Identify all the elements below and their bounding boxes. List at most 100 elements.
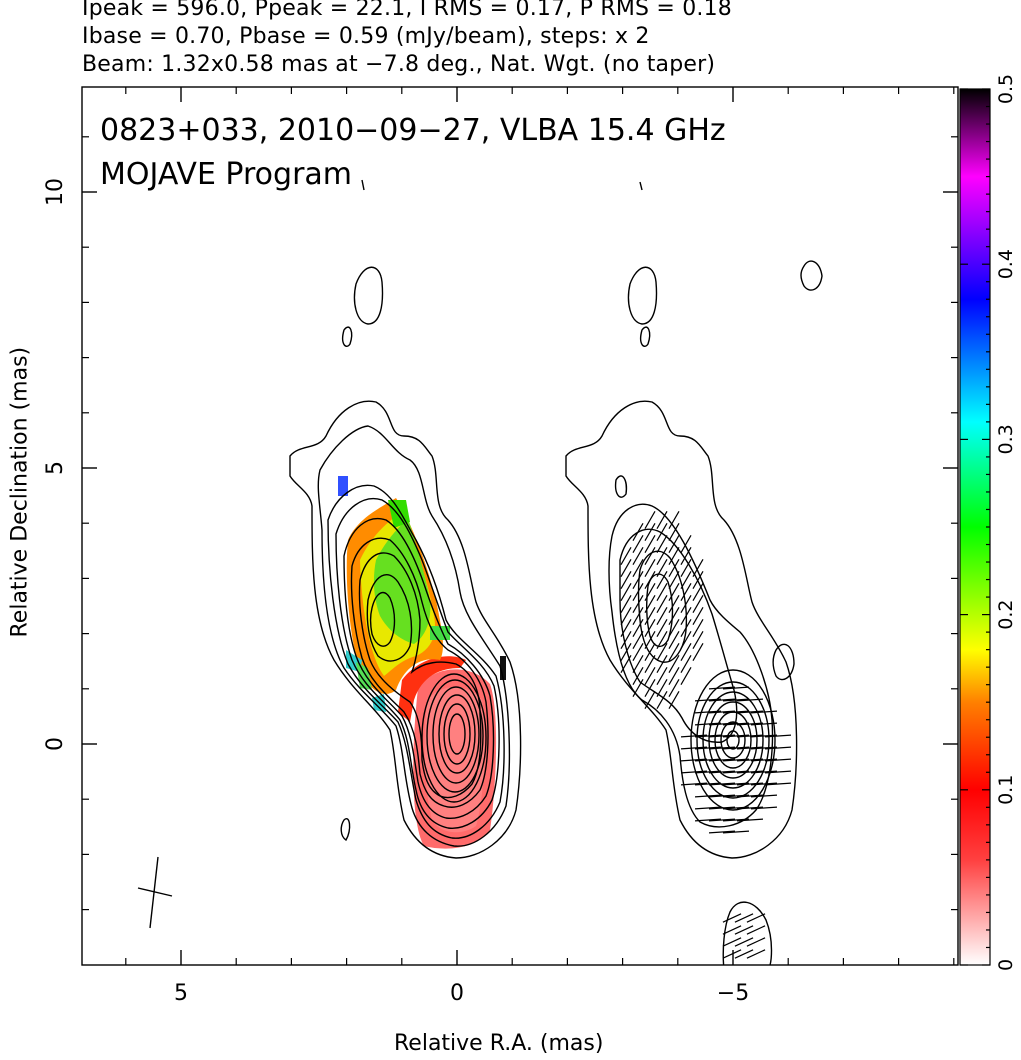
evpa-stick bbox=[722, 782, 750, 786]
evpa-stick bbox=[680, 770, 708, 774]
evpa-stick bbox=[736, 734, 764, 738]
evpa-stick bbox=[750, 758, 778, 762]
evpa-stick bbox=[734, 925, 754, 935]
evpa-stick bbox=[620, 583, 632, 601]
contours-right bbox=[565, 181, 823, 965]
contour-left-9 bbox=[369, 591, 396, 647]
evpa-stick bbox=[750, 806, 778, 810]
evpa-stick bbox=[668, 631, 680, 649]
contour-left-6 bbox=[350, 537, 489, 808]
contour-right-blob-corner bbox=[800, 260, 823, 291]
evpa-stick bbox=[644, 559, 656, 577]
evpa-stick bbox=[644, 535, 656, 553]
evpa-stick bbox=[668, 583, 680, 601]
evpa-stick bbox=[708, 818, 736, 822]
contour-right-core-6 bbox=[720, 721, 746, 759]
plot-title-line-1: 0823+033, 2010−09−27, VLBA 15.4 GHz bbox=[100, 113, 726, 148]
evpa-stick bbox=[668, 679, 680, 697]
evpa-stick bbox=[692, 631, 704, 649]
contour-right-2 bbox=[608, 503, 774, 828]
evpa-stick bbox=[668, 535, 680, 553]
evpa-stick bbox=[694, 758, 722, 762]
evpa-sticks bbox=[620, 511, 792, 959]
evpa-stick bbox=[680, 758, 708, 762]
colorbar-gradient bbox=[959, 88, 991, 966]
contour-left-outer bbox=[289, 400, 522, 859]
evpa-stick bbox=[694, 746, 722, 750]
contour-left-tick-top bbox=[361, 179, 365, 191]
evpa-stick bbox=[656, 547, 668, 565]
evpa-stick bbox=[692, 559, 704, 577]
evpa-stick bbox=[694, 698, 722, 702]
evpa-stick bbox=[736, 794, 764, 798]
evpa-stick bbox=[708, 830, 736, 834]
evpa-stick bbox=[708, 806, 736, 810]
evpa-stick bbox=[656, 679, 668, 697]
evpa-stick bbox=[620, 559, 632, 577]
evpa-stick bbox=[694, 710, 722, 714]
evpa-stick bbox=[632, 595, 644, 613]
evpa-stick bbox=[750, 794, 778, 798]
evpa-stick bbox=[692, 595, 704, 613]
evpa-stick bbox=[644, 511, 656, 529]
evpa-stick bbox=[722, 770, 750, 774]
pol-region-orange-lower bbox=[398, 656, 466, 722]
evpa-stick bbox=[656, 535, 668, 553]
evpa-stick bbox=[722, 937, 742, 947]
evpa-stick bbox=[680, 607, 692, 625]
evpa-stick bbox=[644, 523, 656, 541]
contour-left-5 bbox=[343, 518, 495, 819]
evpa-stick bbox=[632, 607, 644, 625]
colorbar-tick-label: 0 bbox=[995, 959, 1017, 971]
evpa-stick bbox=[668, 547, 680, 565]
evpa-stick bbox=[746, 925, 766, 935]
evpa-stick bbox=[620, 619, 632, 637]
contour-right-core-7 bbox=[726, 730, 740, 750]
evpa-stick bbox=[668, 571, 680, 589]
x-tick-label-m5: −5 bbox=[717, 981, 749, 1006]
colorbar-tick-label: 0.3 bbox=[995, 424, 1017, 454]
y-tick-label-0: 0 bbox=[43, 737, 68, 751]
contour-left-core-1 bbox=[421, 673, 487, 803]
evpa-stick bbox=[680, 631, 692, 649]
evpa-stick bbox=[668, 619, 680, 637]
evpa-stick bbox=[620, 655, 632, 673]
evpa-stick bbox=[668, 667, 680, 685]
evpa-stick bbox=[708, 782, 736, 786]
evpa-stick bbox=[656, 667, 668, 685]
evpa-stick bbox=[708, 722, 736, 726]
evpa-stick bbox=[668, 511, 680, 529]
evpa-stick bbox=[680, 655, 692, 673]
evpa-stick bbox=[692, 643, 704, 661]
contour-left-blob-low bbox=[340, 818, 351, 841]
header-line-1: Ipeak = 596.0, Ppeak = 22.1, I RMS = 0.1… bbox=[82, 0, 732, 21]
pol-region-blue bbox=[338, 476, 348, 496]
evpa-stick bbox=[644, 679, 656, 697]
pol-region-green-top bbox=[388, 500, 410, 528]
contours-left bbox=[289, 179, 522, 859]
evpa-stick bbox=[644, 691, 656, 709]
evpa-stick bbox=[708, 710, 736, 714]
evpa-stick bbox=[736, 782, 764, 786]
evpa-stick bbox=[620, 571, 632, 589]
evpa-stick bbox=[680, 643, 692, 661]
evpa-stick bbox=[656, 607, 668, 625]
evpa-stick bbox=[632, 559, 644, 577]
contour-right-blob-small bbox=[639, 326, 651, 347]
contour-left-core-2 bbox=[426, 679, 484, 793]
contour-left-blob-top bbox=[353, 266, 384, 325]
evpa-stick bbox=[736, 770, 764, 774]
evpa-stick bbox=[722, 794, 750, 798]
y-tick-label-5: 5 bbox=[43, 461, 68, 475]
evpa-stick bbox=[620, 547, 632, 565]
evpa-stick bbox=[734, 937, 754, 947]
x-axis: 5 0 −5 bbox=[174, 87, 749, 1006]
evpa-stick bbox=[644, 619, 656, 637]
contour-right-3 bbox=[619, 528, 738, 743]
contour-right-core-4 bbox=[708, 701, 758, 779]
evpa-stick bbox=[736, 710, 764, 714]
contour-left-core-4 bbox=[438, 694, 476, 774]
evpa-stick bbox=[736, 698, 764, 702]
evpa-stick bbox=[632, 583, 644, 601]
colorbar-tick-label: 0.2 bbox=[995, 599, 1017, 629]
